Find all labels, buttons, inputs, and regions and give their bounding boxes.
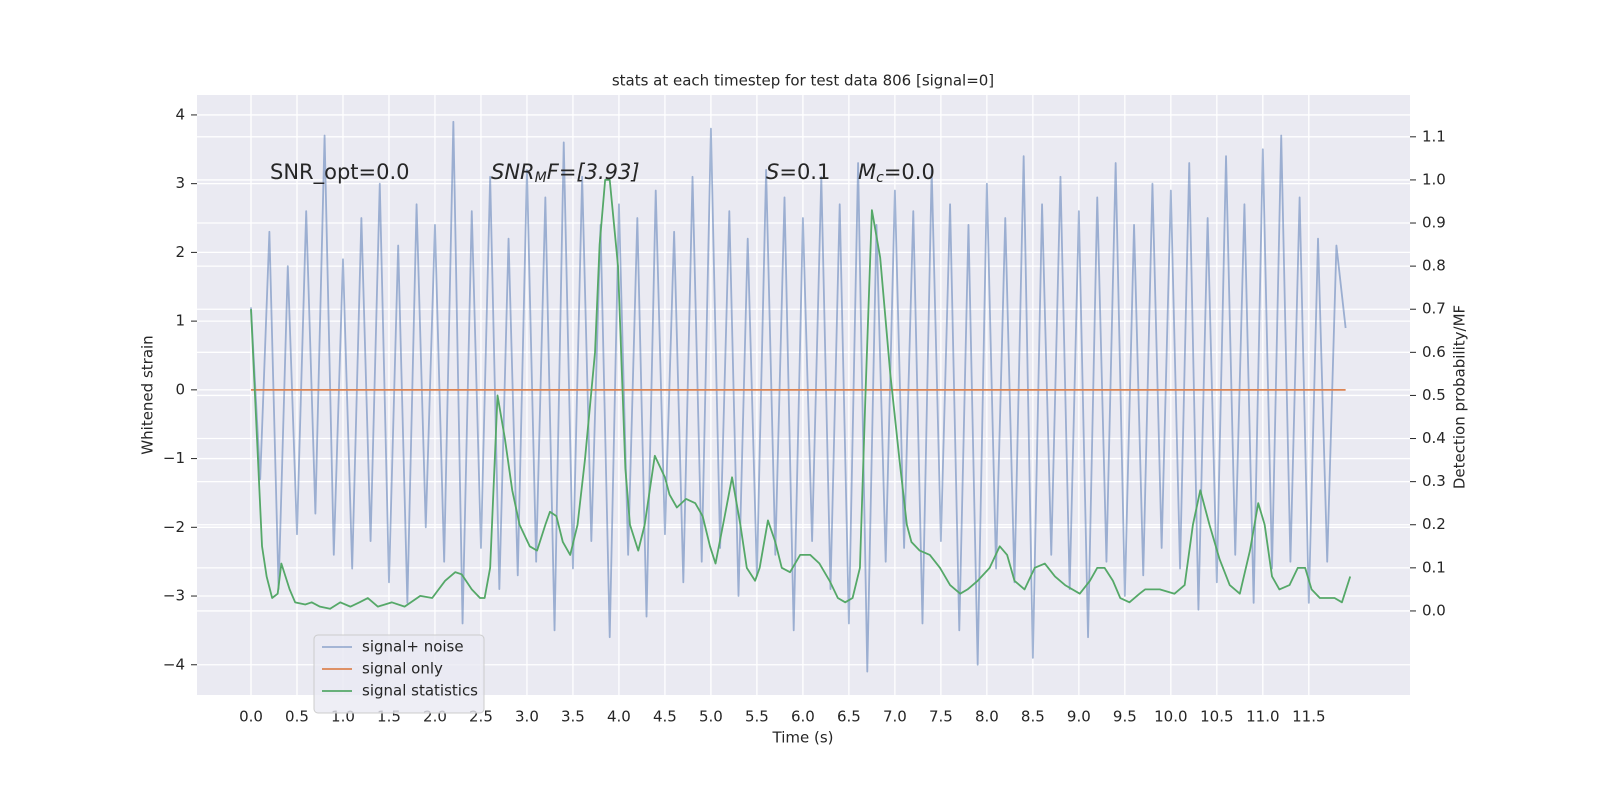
x-tick-label: 7.5 [929, 708, 953, 726]
annotation-text: F=[3.93] [547, 160, 640, 184]
y-tick-label: 4 [175, 105, 185, 123]
y-tick-label: −1 [163, 449, 185, 467]
axes: 0.0 0.5 1.0 1.5 2.0 2.5 3.0 3.5 4.0 4.5 5.0 5.5 6.0 6… [163, 105, 1446, 725]
y2-tick-label: 0.7 [1422, 300, 1446, 318]
annotation-text: SNR_opt=0.0 [270, 160, 410, 185]
y2-tick-label: 0.4 [1422, 429, 1446, 447]
y-tick-label: −4 [163, 655, 185, 673]
x-tick-label: 6.5 [837, 708, 861, 726]
y-tick-label: 2 [175, 243, 185, 261]
y-tick-label: 3 [175, 174, 185, 192]
x-tick-label: 3.5 [561, 708, 585, 726]
x-tick-label: 3.0 [515, 708, 539, 726]
y-axis-label: Whitened strain [139, 335, 157, 454]
y2-tick-label: 1.1 [1422, 127, 1446, 145]
y-tick-label: 1 [175, 312, 185, 330]
annotation-subscript: M [535, 170, 547, 186]
series-line [250, 120, 1347, 673]
x-tick-label: 4.5 [653, 708, 677, 726]
annotation: SNRMF=[3.93] [491, 160, 640, 186]
x-tick-label: 11.0 [1246, 708, 1279, 726]
annotation-subscript: c [876, 170, 884, 186]
x-tick-label: 9.5 [1113, 708, 1137, 726]
annotations: SNR_opt=0.0 SNRMF=[3.93] S=0.1 Mc=0.0 [270, 160, 935, 186]
annotation: S=0.1 [766, 160, 830, 184]
y2-tick-label: 0.1 [1422, 558, 1446, 576]
legend-label: signal only [362, 660, 443, 678]
x-tick-label: 5.5 [745, 708, 769, 726]
annotation-text: =0.0 [884, 160, 935, 184]
x-tick-label: 6.0 [791, 708, 815, 726]
x-tick-label: 10.5 [1200, 708, 1233, 726]
y2-tick-label: 0.9 [1422, 214, 1446, 232]
x-tick-label: 11.5 [1292, 708, 1325, 726]
y2-tick-label: 0.2 [1422, 515, 1446, 533]
y2-axis-label: Detection probability/MF [1451, 305, 1469, 489]
x-tick-label: 0.5 [285, 708, 309, 726]
annotation-text: SNR [491, 160, 535, 184]
y2-tick-label: 0.6 [1422, 343, 1446, 361]
y-tick-label: −2 [163, 518, 185, 536]
y2-tick-label: 0.3 [1422, 472, 1446, 490]
y-tick-label: 0 [175, 380, 185, 398]
chart-title: stats at each timestep for test data 806… [612, 72, 994, 90]
x-tick-label: 7.0 [883, 708, 907, 726]
annotation: Mc=0.0 [858, 160, 935, 186]
x-tick-label: 4.0 [607, 708, 631, 726]
y2-tick-label: 0.8 [1422, 257, 1446, 275]
x-tick-label: 9.0 [1067, 708, 1091, 726]
annotation: SNR_opt=0.0 [270, 160, 410, 185]
plot-area [250, 120, 1352, 673]
x-axis-label: Time (s) [772, 729, 834, 747]
x-tick-label: 0.0 [239, 708, 263, 726]
annotation-text: =0.1 [779, 160, 830, 184]
annotation-text: S [766, 160, 779, 184]
x-tick-label: 10.0 [1154, 708, 1187, 726]
legend-label: signal statistics [362, 682, 478, 700]
annotation-text: M [858, 160, 876, 184]
x-tick-label: 8.5 [1021, 708, 1045, 726]
y2-tick-label: 0.5 [1422, 386, 1446, 404]
series-line [250, 179, 1352, 610]
x-tick-label: 8.0 [975, 708, 999, 726]
legend-label: signal+ noise [362, 638, 464, 656]
y-tick-label: −3 [163, 587, 185, 605]
y2-tick-label: 1.0 [1422, 170, 1446, 188]
legend: signal+ noise signal only signal statistic… [313, 634, 485, 714]
y2-tick-label: 0.0 [1422, 601, 1446, 619]
legend-box [313, 634, 485, 714]
x-tick-label: 5.0 [699, 708, 723, 726]
